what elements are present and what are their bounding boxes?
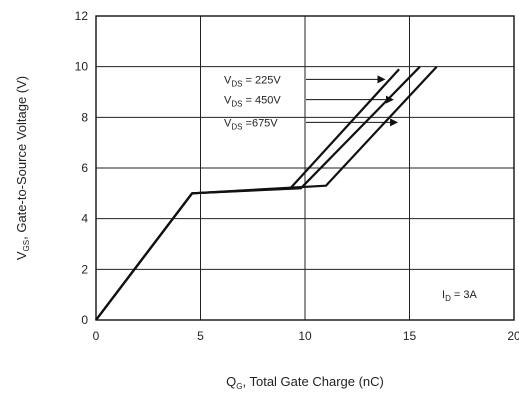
series-label-2: VDS = 450V (224, 95, 281, 109)
y-tick-label: 12 (75, 9, 89, 23)
y-tick-label: 8 (81, 110, 88, 124)
x-tick-label: 10 (298, 329, 312, 343)
x-tick-label: 15 (403, 329, 417, 343)
x-tick-label: 20 (507, 329, 519, 343)
grid-lines (96, 16, 514, 320)
x-tick-labels: 0 5 10 15 20 (93, 329, 519, 343)
y-tick-label: 2 (81, 262, 88, 276)
y-tick-label: 0 (81, 313, 88, 327)
x-axis-label: QG, Total Gate Charge (nC) (226, 374, 384, 391)
series-line-1 (95, 68, 400, 321)
series-label-3: VDS =675V (224, 117, 278, 131)
x-tick-label: 0 (93, 329, 100, 343)
y-tick-label: 6 (81, 161, 88, 175)
y-axis-label: VGS, Gate-to-Source Voltage (V) (14, 76, 31, 260)
series-line-3 (95, 65, 438, 321)
x-tick-label: 5 (197, 329, 204, 343)
drain-current-annotation: ID = 3A (442, 289, 477, 303)
series-labels: VDS = 225V VDS = 450V VDS =675V (224, 74, 399, 131)
series-label-1: VDS = 225V (224, 74, 281, 88)
y-tick-label: 4 (81, 212, 88, 226)
series-lines (95, 65, 438, 321)
y-tick-label: 10 (75, 60, 89, 74)
y-tick-labels: 0 2 4 6 8 10 12 (75, 9, 89, 327)
plot-frame (95, 15, 515, 321)
